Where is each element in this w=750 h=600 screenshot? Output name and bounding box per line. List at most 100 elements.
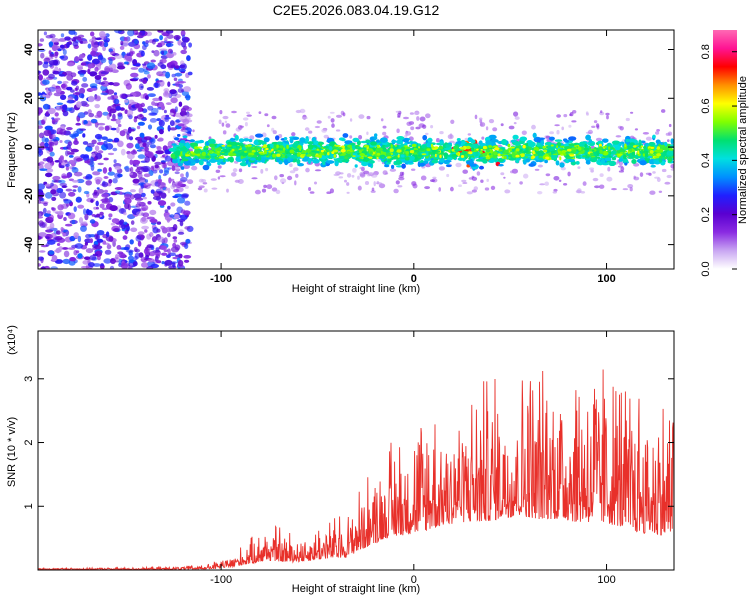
band-halo-speckle	[316, 120, 322, 124]
noise-speckle	[100, 263, 104, 267]
noise-speckle	[65, 188, 73, 192]
band-core-spark	[596, 156, 601, 159]
band-halo-speckle	[170, 184, 176, 190]
noise-speckle	[70, 148, 79, 153]
noise-speckle	[145, 40, 149, 44]
band-core-spark	[333, 154, 337, 158]
noise-speckle	[173, 188, 180, 193]
noise-speckle	[66, 41, 70, 48]
band-cell	[575, 155, 580, 159]
band-core-spark	[556, 145, 559, 149]
noise-speckle	[82, 76, 88, 82]
noise-speckle	[71, 244, 78, 249]
noise-speckle	[105, 33, 110, 38]
band-halo-speckle	[326, 191, 332, 194]
band-core-spark	[434, 153, 437, 158]
band-halo-speckle	[333, 173, 340, 177]
noise-speckle	[79, 40, 84, 44]
band-cell	[618, 158, 623, 162]
band-cell	[198, 159, 204, 166]
band-halo-speckle	[670, 168, 674, 171]
noise-speckle	[77, 204, 85, 209]
band-cell	[313, 140, 319, 145]
band-halo-speckle	[294, 180, 297, 186]
snr-y-label: SNR (10 * v/v)	[6, 417, 18, 487]
noise-speckle	[46, 210, 51, 214]
noise-speckle	[70, 89, 75, 93]
band-cell	[183, 159, 191, 166]
band-halo-speckle	[606, 176, 613, 182]
noise-speckle	[130, 67, 139, 70]
snr-x-ticks: -100 0 100	[210, 331, 616, 586]
band-halo-speckle	[619, 126, 624, 131]
band-cell	[387, 159, 392, 163]
band-core-spark	[381, 156, 385, 159]
noise-speckle	[114, 190, 121, 194]
noise-speckle	[159, 48, 168, 52]
band-cell	[497, 158, 504, 163]
noise-speckle	[156, 260, 162, 264]
noise-speckle	[165, 226, 173, 233]
band-halo-speckle	[537, 164, 544, 168]
band-core-spark	[289, 149, 295, 154]
noise-speckle	[134, 197, 144, 201]
band-core-spark	[221, 144, 226, 147]
band-cell	[396, 136, 405, 141]
band-halo-speckle	[246, 111, 250, 115]
band-core-spark	[453, 145, 459, 150]
noise-speckle	[138, 187, 144, 195]
noise-speckle	[73, 232, 79, 239]
noise-speckle	[136, 201, 142, 205]
band-cell	[568, 136, 577, 141]
noise-speckle	[73, 206, 77, 213]
band-halo-speckle	[649, 190, 656, 195]
band-cell	[610, 150, 617, 155]
noise-speckle	[49, 151, 55, 157]
band-halo-speckle	[462, 182, 468, 184]
noise-speckle	[135, 235, 142, 242]
noise-speckle	[54, 160, 61, 163]
noise-speckle	[74, 96, 78, 100]
band-core-spark	[279, 145, 284, 149]
band-halo-speckle	[664, 181, 671, 185]
noise-speckle	[122, 128, 128, 133]
noise-speckle	[164, 149, 171, 155]
band-core-spark	[327, 152, 330, 156]
noise-speckle	[107, 152, 115, 156]
noise-speckle	[54, 236, 63, 241]
band-core-spark	[314, 154, 320, 158]
band-core-spark	[302, 154, 306, 156]
band-halo-speckle	[244, 122, 248, 127]
snr-frame	[37, 330, 675, 571]
noise-speckle	[180, 173, 184, 178]
band-cell	[248, 138, 253, 143]
noise-speckle	[49, 214, 54, 221]
band-halo-speckle	[600, 110, 603, 114]
noise-speckle	[174, 106, 178, 113]
noise-speckle	[85, 180, 92, 186]
band-cell	[667, 156, 673, 163]
noise-speckle	[112, 178, 118, 184]
noise-speckle	[116, 65, 126, 70]
band-core-spark	[376, 157, 379, 160]
noise-speckle	[105, 231, 110, 238]
band-halo-speckle	[346, 191, 350, 194]
band-halo-speckle	[561, 126, 564, 131]
band-cell	[540, 140, 545, 146]
noise-speckle	[147, 93, 156, 97]
band-core-spark	[582, 155, 586, 158]
band-core-spark	[585, 155, 590, 159]
band-cell	[292, 142, 299, 149]
band-halo-speckle	[572, 110, 577, 114]
noise-speckle	[50, 232, 57, 239]
band-core-spark	[305, 148, 311, 153]
noise-speckle	[141, 204, 149, 211]
noise-speckle	[158, 119, 165, 127]
band-cell	[253, 140, 259, 145]
band-cell	[563, 146, 573, 149]
noise-speckle	[129, 166, 134, 173]
noise-speckle	[89, 238, 94, 244]
noise-speckle	[54, 51, 59, 57]
noise-speckle	[143, 70, 150, 75]
noise-speckle	[149, 232, 154, 237]
